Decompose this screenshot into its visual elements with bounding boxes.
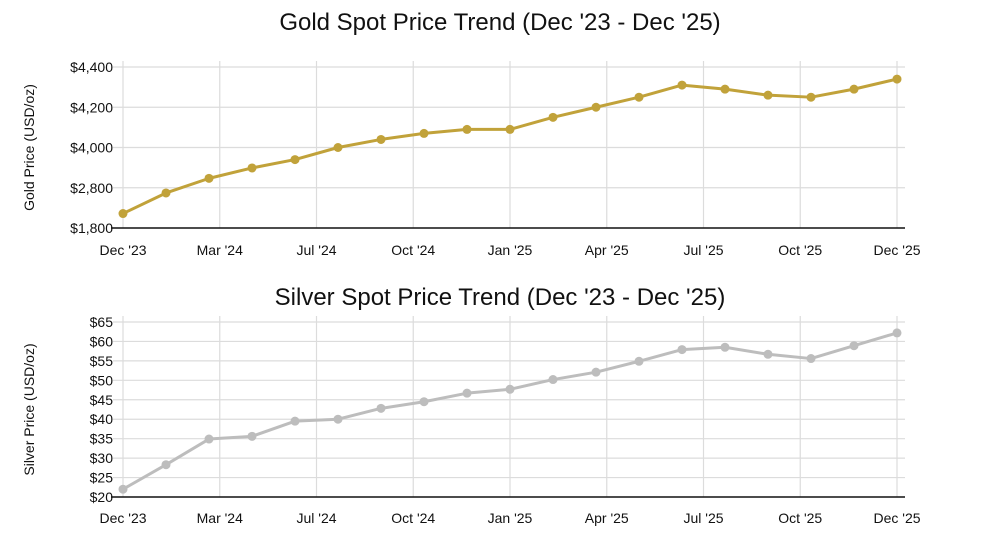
data-point <box>677 80 687 90</box>
data-point <box>505 124 515 134</box>
x-tick-label: Jul '24 <box>296 510 336 526</box>
y-tick-label: $4,000 <box>70 140 113 156</box>
data-point <box>290 416 300 426</box>
gold-chart: Gold Spot Price Trend (Dec '23 - Dec '25… <box>21 9 921 258</box>
data-point <box>591 102 601 112</box>
x-tick-label: Jul '25 <box>683 242 723 258</box>
y-tick-label: $2,800 <box>70 180 113 196</box>
chart-title: Gold Spot Price Trend (Dec '23 - Dec '25… <box>279 9 720 36</box>
data-point <box>677 345 687 355</box>
x-tick-label: Oct '24 <box>391 510 435 526</box>
data-point <box>892 74 902 84</box>
data-point <box>892 328 902 338</box>
y-tick-label: $20 <box>90 489 114 505</box>
y-tick-label: $4,400 <box>70 59 113 75</box>
x-tick-label: Oct '25 <box>778 242 822 258</box>
data-point <box>247 163 257 173</box>
y-tick-label: $1,800 <box>70 220 113 236</box>
x-tick-label: Dec '23 <box>99 510 146 526</box>
y-tick-label: $50 <box>90 372 114 388</box>
data-point <box>462 388 472 398</box>
x-tick-label: Apr '25 <box>585 510 629 526</box>
data-point <box>634 92 644 102</box>
data-point <box>247 431 257 441</box>
y-tick-label: $30 <box>90 450 114 466</box>
data-point <box>720 84 730 94</box>
data-point <box>763 349 773 359</box>
data-point <box>720 342 730 352</box>
silver-chart: Silver Spot Price Trend (Dec '23 - Dec '… <box>21 284 921 526</box>
x-tick-label: Oct '25 <box>778 510 822 526</box>
data-point <box>376 134 386 144</box>
data-point <box>204 434 214 444</box>
data-point <box>462 124 472 134</box>
data-point <box>161 460 171 470</box>
data-point <box>161 188 171 198</box>
y-tick-label: $60 <box>90 333 114 349</box>
x-tick-label: Dec '25 <box>873 510 920 526</box>
x-tick-label: Dec '23 <box>99 242 146 258</box>
y-axis-label: Silver Price (USD/oz) <box>21 343 37 475</box>
data-point <box>419 128 429 138</box>
data-point <box>419 397 429 407</box>
x-tick-label: Apr '25 <box>585 242 629 258</box>
data-point <box>849 84 859 94</box>
data-point <box>806 92 816 102</box>
data-point <box>290 155 300 165</box>
data-point <box>634 356 644 366</box>
x-tick-label: Jan '25 <box>488 242 533 258</box>
data-point <box>548 375 558 385</box>
data-point <box>118 209 128 219</box>
x-tick-label: Dec '25 <box>873 242 920 258</box>
y-tick-label: $4,200 <box>70 99 113 115</box>
x-tick-label: Oct '24 <box>391 242 435 258</box>
y-tick-label: $25 <box>90 470 114 486</box>
data-point <box>376 403 386 413</box>
y-axis-label: Gold Price (USD/oz) <box>21 84 37 211</box>
data-point <box>806 354 816 364</box>
data-point <box>763 90 773 100</box>
data-point <box>333 143 343 152</box>
y-tick-label: $45 <box>90 392 114 408</box>
data-point <box>333 414 343 424</box>
x-tick-label: Mar '24 <box>197 242 243 258</box>
y-tick-label: $35 <box>90 431 114 447</box>
x-tick-label: Jul '24 <box>296 242 336 258</box>
chart-title: Silver Spot Price Trend (Dec '23 - Dec '… <box>275 284 726 311</box>
data-point <box>591 367 601 377</box>
y-tick-label: $55 <box>90 353 114 369</box>
x-tick-label: Jan '25 <box>488 510 533 526</box>
data-point <box>118 484 128 494</box>
data-point <box>548 112 558 122</box>
data-point <box>849 341 859 351</box>
x-tick-label: Mar '24 <box>197 510 243 526</box>
data-point <box>505 384 515 394</box>
y-tick-label: $40 <box>90 411 114 427</box>
data-point <box>204 173 214 183</box>
x-tick-label: Jul '25 <box>683 510 723 526</box>
y-tick-label: $65 <box>90 314 114 330</box>
